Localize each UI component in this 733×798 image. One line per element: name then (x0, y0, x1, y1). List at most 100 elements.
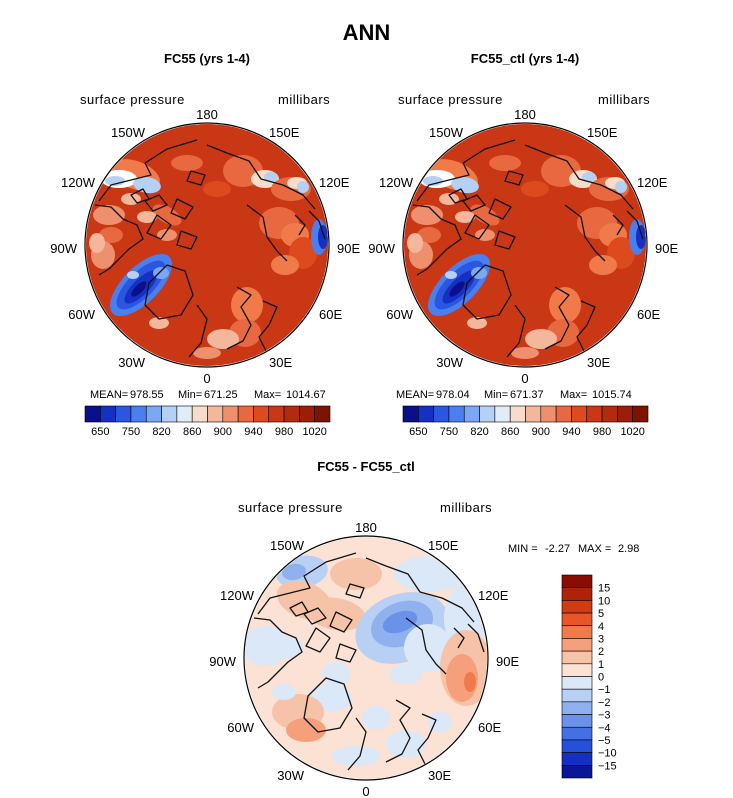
colorbar-tick-label: 820 (152, 426, 170, 438)
longitude-label: 150E (269, 125, 300, 140)
colorbar-swatch (561, 752, 593, 766)
coastline (612, 214, 624, 236)
colorbar-swatch (176, 405, 193, 423)
longitude-label: 60W (227, 720, 254, 735)
coastline (258, 300, 278, 354)
contour-region (589, 255, 617, 275)
contour-region (286, 718, 326, 742)
contour-region (445, 271, 457, 279)
colorbar-tick-label: −15 (598, 760, 617, 772)
coastline (289, 601, 309, 617)
longitude-label: 30E (428, 768, 451, 783)
coastline (186, 170, 206, 186)
longitude-label: 60W (386, 307, 413, 322)
stat-text: Max= (560, 389, 587, 401)
coastline (226, 286, 252, 350)
colorbar-tick-label: −1 (598, 684, 611, 696)
coastline (253, 617, 303, 689)
contour-region (451, 176, 479, 194)
colorbar-tick-label: 650 (409, 426, 427, 438)
contour-region (171, 155, 203, 171)
colorbar-tick-label: −3 (598, 710, 611, 722)
contour-region (382, 610, 418, 634)
coastline (448, 188, 468, 204)
contour-region (231, 287, 263, 323)
colorbar-swatch (561, 663, 593, 677)
longitude-label: 180 (355, 520, 377, 535)
contour-region (525, 329, 557, 349)
colorbar-tick-label: 4 (598, 621, 604, 633)
contour-region (272, 684, 296, 700)
longitude-label: 60E (478, 720, 501, 735)
colorbar-swatch (161, 405, 178, 423)
longitude-label: 150W (429, 125, 464, 140)
longitude-label: 180 (196, 107, 218, 122)
longitude-label: 180 (514, 107, 536, 122)
map-border (84, 122, 330, 368)
colorbar-swatch (283, 405, 300, 423)
stat-text: Min= (484, 389, 508, 401)
coastline (506, 304, 526, 358)
coastline (504, 170, 524, 186)
contour-region (330, 558, 382, 590)
colorbar-swatch (418, 405, 434, 423)
stat-text: -2.27 (545, 543, 570, 555)
contour-region (390, 664, 422, 684)
colorbar-swatch (463, 405, 480, 423)
longitude-label: 90E (337, 241, 360, 256)
colorbar-tick-label: −2 (598, 697, 611, 709)
colorbar-swatch (448, 405, 465, 423)
colorbar-tick-label: 1 (598, 659, 604, 671)
contour-region (264, 172, 278, 182)
map-p1: 180 150E 120E 90E 60E 30E 0 30W 60W 90W 120W 150W (50, 107, 360, 386)
stat-text: MIN = (508, 543, 538, 555)
coastline (94, 204, 144, 276)
colorbar-tick-label: 2 (598, 646, 604, 658)
colorbar-swatch (479, 405, 496, 423)
colorbar-swatch (253, 405, 270, 423)
colorbar-tick-label: 900 (532, 426, 550, 438)
longitude-label: 150W (111, 125, 146, 140)
contour-region (549, 287, 581, 323)
units-label: millibars (598, 92, 650, 107)
colorbar-tick-label: 10 (598, 595, 610, 607)
longitude-label: 30W (436, 355, 463, 370)
longitude-label: 0 (362, 784, 369, 798)
colorbar-tick-label: 900 (214, 426, 232, 438)
colorbar-swatch (299, 405, 315, 423)
coastline (303, 607, 327, 625)
colorbar-swatch (561, 600, 593, 614)
colorbar-tick-label: 980 (593, 426, 611, 438)
coastline (303, 677, 353, 733)
coastline (576, 300, 596, 354)
coastline (345, 583, 365, 599)
colorbar-swatch (561, 739, 593, 753)
contour-region (455, 211, 475, 223)
colorbar-tick-label: 3 (598, 633, 604, 645)
colorbar-swatch (561, 625, 593, 639)
stat-text: Max= (254, 389, 281, 401)
coastline (488, 198, 512, 220)
coastline (524, 144, 634, 210)
contour-region (152, 204, 182, 226)
longitude-label: 0 (203, 371, 210, 386)
panel-title: FC55_ctl (yrs 1-4) (471, 51, 579, 66)
contour-region (282, 563, 306, 581)
coastline (417, 713, 437, 767)
colorbar-swatch (130, 405, 147, 423)
longitude-label: 120W (220, 588, 255, 603)
longitude-label: 150E (587, 125, 618, 140)
coastline (294, 214, 306, 236)
contour-region (99, 227, 123, 243)
coastline (412, 204, 462, 276)
colorbar-tick-label: 750 (122, 426, 140, 438)
coastline (146, 214, 172, 240)
contour-region (133, 176, 161, 194)
contour-region (93, 205, 125, 225)
longitude-label: 60E (637, 307, 660, 322)
coastline (308, 210, 326, 240)
contour-region (276, 638, 304, 658)
contour-region (193, 347, 221, 359)
